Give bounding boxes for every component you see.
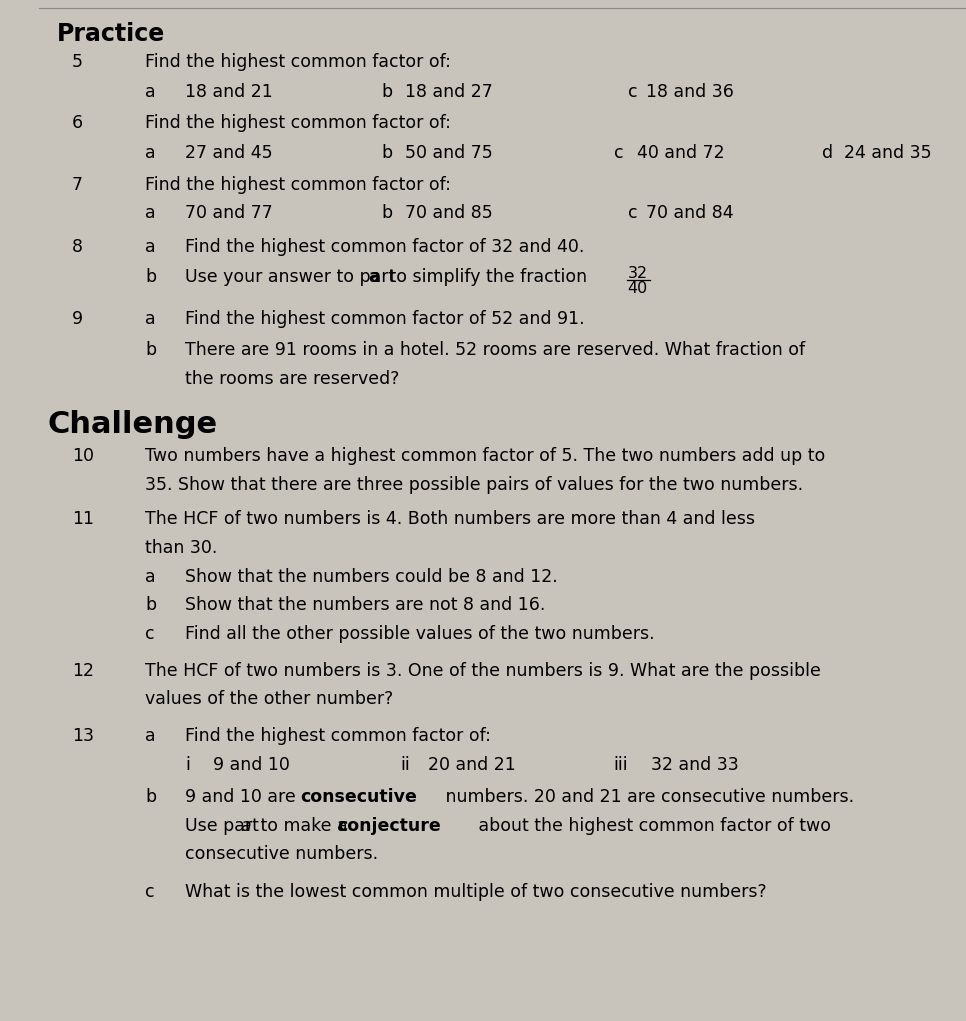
- Text: Find the highest common factor of 52 and 91.: Find the highest common factor of 52 and…: [185, 310, 584, 329]
- Text: iii: iii: [613, 756, 628, 774]
- Text: i: i: [185, 756, 190, 774]
- Text: a: a: [240, 817, 250, 835]
- Text: Find the highest common factor of 32 and 40.: Find the highest common factor of 32 and…: [185, 238, 584, 256]
- Text: Show that the numbers could be 8 and 12.: Show that the numbers could be 8 and 12.: [185, 568, 558, 586]
- Text: 13: 13: [72, 727, 94, 745]
- Text: d: d: [822, 144, 834, 162]
- Text: The HCF of two numbers is 4. Both numbers are more than 4 and less: The HCF of two numbers is 4. Both number…: [145, 510, 755, 529]
- Text: 32: 32: [628, 266, 648, 282]
- Text: 70 and 77: 70 and 77: [185, 204, 273, 223]
- Text: 35. Show that there are three possible pairs of values for the two numbers.: 35. Show that there are three possible p…: [145, 476, 804, 494]
- Text: 10: 10: [72, 447, 94, 466]
- Text: There are 91 rooms in a hotel. 52 rooms are reserved. What fraction of: There are 91 rooms in a hotel. 52 rooms …: [185, 341, 806, 359]
- Text: c: c: [145, 883, 155, 902]
- Text: Two numbers have a highest common factor of 5. The two numbers add up to: Two numbers have a highest common factor…: [145, 447, 826, 466]
- Text: c: c: [613, 144, 623, 162]
- Text: the rooms are reserved?: the rooms are reserved?: [185, 370, 400, 388]
- Text: Practice: Practice: [57, 22, 165, 47]
- Text: 7: 7: [72, 176, 83, 194]
- Text: 18 and 27: 18 and 27: [405, 83, 493, 101]
- Text: b: b: [145, 788, 156, 807]
- Text: 32 and 33: 32 and 33: [651, 756, 738, 774]
- Text: Find the highest common factor of:: Find the highest common factor of:: [185, 727, 491, 745]
- Text: b: b: [145, 596, 156, 615]
- Text: b: b: [382, 144, 393, 162]
- Text: 18 and 21: 18 and 21: [185, 83, 273, 101]
- Text: b: b: [382, 83, 393, 101]
- Text: 9 and 10: 9 and 10: [213, 756, 290, 774]
- Text: a: a: [145, 83, 156, 101]
- Text: 40 and 72: 40 and 72: [637, 144, 724, 162]
- Text: consecutive: consecutive: [300, 788, 417, 807]
- Text: 70 and 84: 70 and 84: [646, 204, 734, 223]
- Text: conjecture: conjecture: [337, 817, 441, 835]
- Text: 20 and 21: 20 and 21: [428, 756, 516, 774]
- Text: ii: ii: [400, 756, 410, 774]
- Text: Show that the numbers are not 8 and 16.: Show that the numbers are not 8 and 16.: [185, 596, 546, 615]
- Text: 40: 40: [628, 281, 648, 296]
- Text: 70 and 85: 70 and 85: [405, 204, 493, 223]
- Text: What is the lowest common multiple of two consecutive numbers?: What is the lowest common multiple of tw…: [185, 883, 767, 902]
- Text: Find the highest common factor of:: Find the highest common factor of:: [145, 53, 451, 71]
- Text: 6: 6: [72, 114, 83, 133]
- Text: consecutive numbers.: consecutive numbers.: [185, 845, 379, 864]
- Text: 24 and 35: 24 and 35: [843, 144, 931, 162]
- Text: b: b: [145, 341, 156, 359]
- Text: 5: 5: [72, 53, 83, 71]
- Text: Find all the other possible values of the two numbers.: Find all the other possible values of th…: [185, 625, 655, 643]
- Text: c: c: [628, 83, 638, 101]
- Text: b: b: [382, 204, 393, 223]
- Text: 9: 9: [72, 310, 83, 329]
- Text: c: c: [628, 204, 638, 223]
- Text: 50 and 75: 50 and 75: [405, 144, 493, 162]
- Text: Find the highest common factor of:: Find the highest common factor of:: [145, 176, 451, 194]
- Text: The HCF of two numbers is 3. One of the numbers is 9. What are the possible: The HCF of two numbers is 3. One of the …: [145, 662, 821, 680]
- Text: a: a: [145, 238, 156, 256]
- Text: a: a: [145, 204, 156, 223]
- Text: to make a: to make a: [255, 817, 353, 835]
- Text: to simplify the fraction: to simplify the fraction: [384, 268, 586, 286]
- Text: a: a: [145, 568, 156, 586]
- Text: b: b: [145, 268, 156, 286]
- Text: a: a: [368, 268, 380, 286]
- Text: 27 and 45: 27 and 45: [185, 144, 272, 162]
- Text: Use your answer to part: Use your answer to part: [185, 268, 401, 286]
- Text: 8: 8: [72, 238, 83, 256]
- Text: than 30.: than 30.: [145, 539, 217, 557]
- Text: 18 and 36: 18 and 36: [646, 83, 734, 101]
- Text: Use part: Use part: [185, 817, 265, 835]
- Text: 11: 11: [72, 510, 94, 529]
- Text: values of the other number?: values of the other number?: [145, 690, 393, 709]
- Text: about the highest common factor of two: about the highest common factor of two: [472, 817, 831, 835]
- Text: 12: 12: [72, 662, 94, 680]
- Text: Challenge: Challenge: [48, 410, 218, 439]
- Text: a: a: [145, 144, 156, 162]
- Text: a: a: [145, 310, 156, 329]
- Text: numbers. 20 and 21 are consecutive numbers.: numbers. 20 and 21 are consecutive numbe…: [440, 788, 854, 807]
- Text: a: a: [145, 727, 156, 745]
- Text: 9 and 10 are: 9 and 10 are: [185, 788, 301, 807]
- Text: Find the highest common factor of:: Find the highest common factor of:: [145, 114, 451, 133]
- Text: c: c: [145, 625, 155, 643]
